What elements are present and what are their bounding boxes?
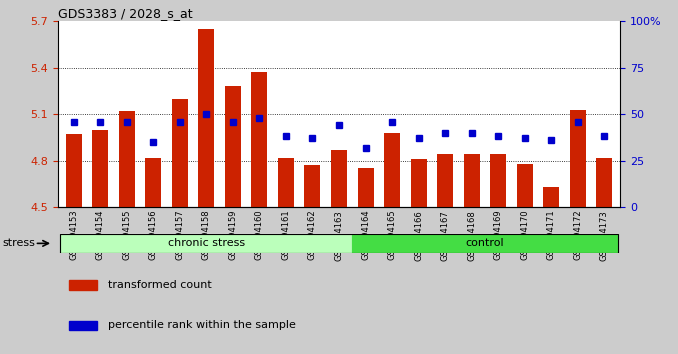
Text: transformed count: transformed count — [108, 280, 212, 290]
Bar — [304, 165, 321, 207]
Bar — [198, 29, 214, 207]
Bar — [92, 130, 108, 207]
Bar — [570, 109, 586, 207]
Bar — [357, 169, 374, 207]
Text: control: control — [466, 238, 504, 249]
Bar — [60, 234, 353, 253]
Bar — [437, 154, 453, 207]
Bar — [411, 159, 426, 207]
Text: percentile rank within the sample: percentile rank within the sample — [108, 320, 296, 330]
Bar — [464, 154, 479, 207]
Bar — [517, 164, 533, 207]
Bar — [278, 158, 294, 207]
Text: GDS3383 / 2028_s_at: GDS3383 / 2028_s_at — [58, 7, 193, 20]
Bar — [331, 150, 347, 207]
Bar — [597, 158, 612, 207]
Bar — [69, 321, 97, 330]
Bar — [172, 99, 188, 207]
Bar — [145, 158, 161, 207]
Bar — [252, 72, 267, 207]
Bar — [119, 111, 135, 207]
Bar — [225, 86, 241, 207]
Bar — [490, 154, 506, 207]
Bar — [66, 134, 81, 207]
Text: chronic stress: chronic stress — [167, 238, 245, 249]
Bar — [384, 133, 400, 207]
Bar — [69, 280, 97, 290]
Text: stress: stress — [3, 238, 36, 249]
Bar — [353, 234, 618, 253]
Bar — [543, 187, 559, 207]
